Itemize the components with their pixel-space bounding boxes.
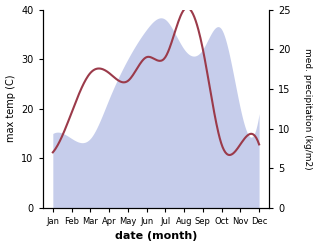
Y-axis label: max temp (C): max temp (C) bbox=[5, 75, 16, 143]
X-axis label: date (month): date (month) bbox=[115, 231, 197, 242]
Y-axis label: med. precipitation (kg/m2): med. precipitation (kg/m2) bbox=[303, 48, 313, 169]
